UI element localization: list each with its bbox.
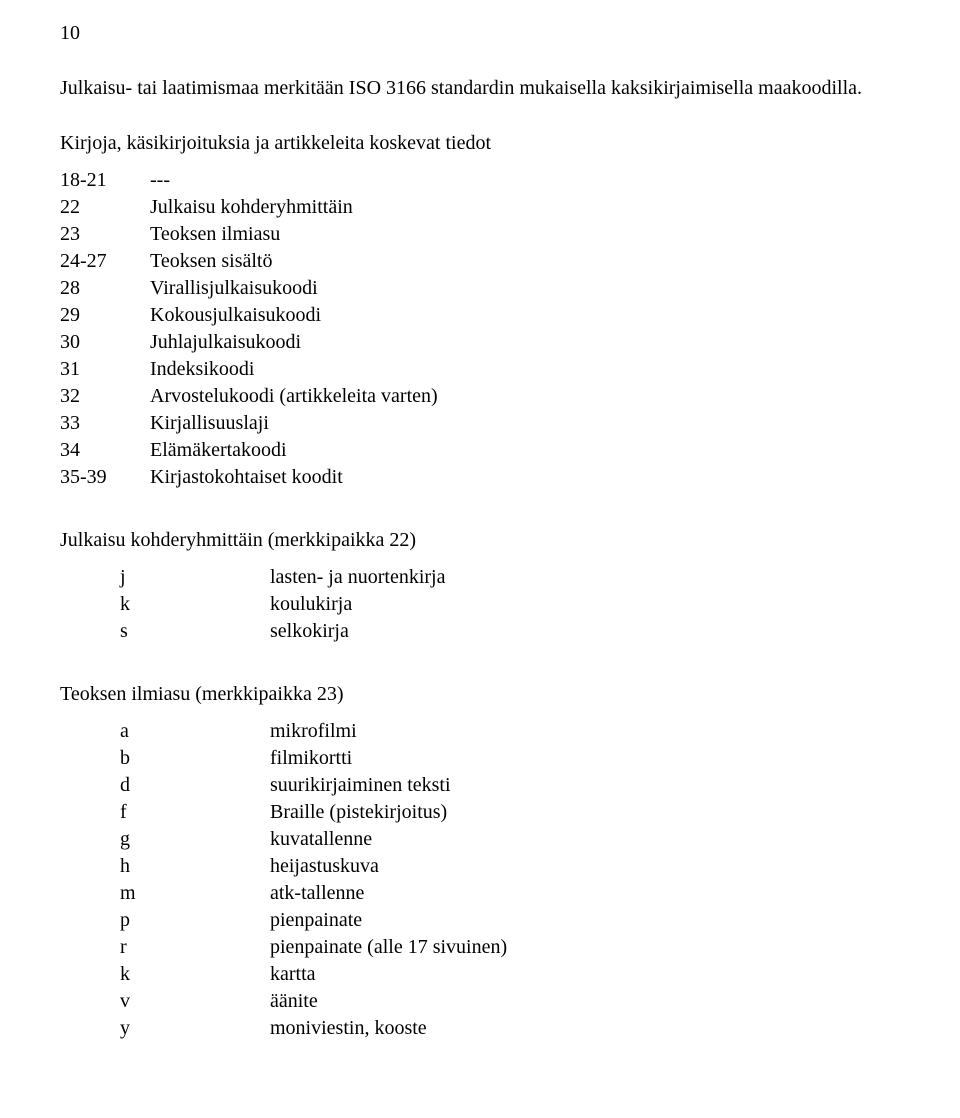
list-row: 24-27Teoksen sisältö <box>60 248 960 275</box>
list-row: kkoulukirja <box>60 591 960 618</box>
row-value: Elämäkertakoodi <box>150 437 960 464</box>
section2-header: Julkaisu kohderyhmittäin (merkkipaikka 2… <box>60 527 960 554</box>
row-value: Kirjallisuuslaji <box>150 410 960 437</box>
list-row: 33Kirjallisuuslaji <box>60 410 960 437</box>
list-row: väänite <box>60 988 960 1015</box>
row-key: 22 <box>60 194 150 221</box>
list-row: 29Kokousjulkaisukoodi <box>60 302 960 329</box>
row-key: 32 <box>60 383 150 410</box>
list-row: jlasten- ja nuortenkirja <box>60 564 960 591</box>
row-value: äänite <box>270 988 960 1015</box>
list-row: 30Juhlajulkaisukoodi <box>60 329 960 356</box>
row-value: Braille (pistekirjoitus) <box>270 799 960 826</box>
section3-list: amikrofilmibfilmikorttidsuurikirjaiminen… <box>60 718 960 1042</box>
row-key: 18-21 <box>60 167 150 194</box>
list-row: sselkokirja <box>60 618 960 645</box>
list-row: dsuurikirjaiminen teksti <box>60 772 960 799</box>
section2-title: Julkaisu kohderyhmittäin (merkkipaikka 2… <box>60 527 960 554</box>
list-row: 34Elämäkertakoodi <box>60 437 960 464</box>
row-value: selkokirja <box>270 618 960 645</box>
row-value: Teoksen sisältö <box>150 248 960 275</box>
row-value: Kokousjulkaisukoodi <box>150 302 960 329</box>
row-key: k <box>60 961 270 988</box>
row-key: r <box>60 934 270 961</box>
row-value: Virallisjulkaisukoodi <box>150 275 960 302</box>
row-value: Kirjastokohtaiset koodit <box>150 464 960 491</box>
list-row: hheijastuskuva <box>60 853 960 880</box>
row-key: 30 <box>60 329 150 356</box>
section1-title: Kirjoja, käsikirjoituksia ja artikkeleit… <box>60 130 960 157</box>
row-value: --- <box>150 167 960 194</box>
row-key: m <box>60 880 270 907</box>
list-row: 28Virallisjulkaisukoodi <box>60 275 960 302</box>
row-value: atk-tallenne <box>270 880 960 907</box>
row-value: pienpainate <box>270 907 960 934</box>
list-row: 31Indeksikoodi <box>60 356 960 383</box>
row-value: Julkaisu kohderyhmittäin <box>150 194 960 221</box>
list-row: 32Arvostelukoodi (artikkeleita varten) <box>60 383 960 410</box>
row-key: f <box>60 799 270 826</box>
row-key: h <box>60 853 270 880</box>
row-key: j <box>60 564 270 591</box>
list-row: bfilmikortti <box>60 745 960 772</box>
list-row: fBraille (pistekirjoitus) <box>60 799 960 826</box>
row-value: kuvatallenne <box>270 826 960 853</box>
list-row: kkartta <box>60 961 960 988</box>
row-key: p <box>60 907 270 934</box>
list-row: 22Julkaisu kohderyhmittäin <box>60 194 960 221</box>
row-key: 35-39 <box>60 464 150 491</box>
list-row: ymoniviestin, kooste <box>60 1015 960 1042</box>
row-key: 28 <box>60 275 150 302</box>
row-key: a <box>60 718 270 745</box>
row-key: 33 <box>60 410 150 437</box>
row-key: v <box>60 988 270 1015</box>
list-row: ppienpainate <box>60 907 960 934</box>
row-value: mikrofilmi <box>270 718 960 745</box>
row-value: suurikirjaiminen teksti <box>270 772 960 799</box>
row-key: b <box>60 745 270 772</box>
row-value: Juhlajulkaisukoodi <box>150 329 960 356</box>
row-value: pienpainate (alle 17 sivuinen) <box>270 934 960 961</box>
row-value: koulukirja <box>270 591 960 618</box>
intro-paragraph: Julkaisu- tai laatimismaa merkitään ISO … <box>60 75 960 102</box>
row-key: s <box>60 618 270 645</box>
section3-title: Teoksen ilmiasu (merkkipaikka 23) <box>60 681 960 708</box>
row-key: k <box>60 591 270 618</box>
row-key: 23 <box>60 221 150 248</box>
section3-header: Teoksen ilmiasu (merkkipaikka 23) BK <box>60 681 960 708</box>
page-number: 10 <box>60 20 960 47</box>
row-value: moniviestin, kooste <box>270 1015 960 1042</box>
row-value: Arvostelukoodi (artikkeleita varten) <box>150 383 960 410</box>
row-key: d <box>60 772 270 799</box>
list-row: 18-21--- <box>60 167 960 194</box>
list-row: gkuvatallenne <box>60 826 960 853</box>
row-key: g <box>60 826 270 853</box>
row-value: Indeksikoodi <box>150 356 960 383</box>
list-row: 35-39Kirjastokohtaiset koodit <box>60 464 960 491</box>
row-key: 31 <box>60 356 150 383</box>
row-value: filmikortti <box>270 745 960 772</box>
list-row: 23Teoksen ilmiasu <box>60 221 960 248</box>
row-value: kartta <box>270 961 960 988</box>
row-key: 29 <box>60 302 150 329</box>
list-row: amikrofilmi <box>60 718 960 745</box>
row-value: heijastuskuva <box>270 853 960 880</box>
section1-header: Kirjoja, käsikirjoituksia ja artikkeleit… <box>60 130 960 157</box>
row-key: y <box>60 1015 270 1042</box>
row-value: Teoksen ilmiasu <box>150 221 960 248</box>
list-row: matk-tallenne <box>60 880 960 907</box>
row-key: 34 <box>60 437 150 464</box>
row-value: lasten- ja nuortenkirja <box>270 564 960 591</box>
row-key: 24-27 <box>60 248 150 275</box>
list-row: rpienpainate (alle 17 sivuinen) <box>60 934 960 961</box>
section2-list: jlasten- ja nuortenkirjakkoulukirjasselk… <box>60 564 960 645</box>
section1-list: 18-21---22Julkaisu kohderyhmittäin23Teok… <box>60 167 960 491</box>
